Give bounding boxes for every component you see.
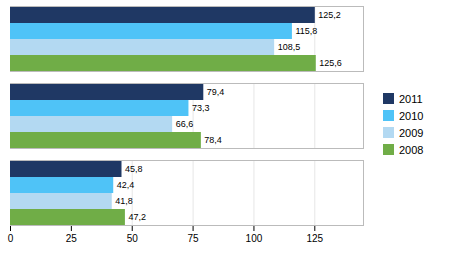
svg-text:47,2: 47,2 [128, 212, 146, 222]
html-text:2008: 2008 [399, 143, 424, 156]
html-text:2010: 2010 [399, 109, 424, 122]
html-text:2011: 2011 [399, 92, 423, 105]
svg-text:79,4: 79,4 [207, 87, 225, 97]
svg-text:45,8: 45,8 [125, 164, 143, 174]
svg-text:25: 25 [66, 233, 78, 244]
svg-text:125: 125 [306, 233, 323, 244]
svg-text:115,8: 115,8 [295, 26, 317, 36]
html-text:2009: 2009 [399, 126, 424, 139]
svg-text:41,8: 41,8 [115, 196, 133, 206]
svg-text:0: 0 [8, 233, 14, 244]
svg-text:125,6: 125,6 [319, 58, 342, 68]
svg-text:50: 50 [127, 233, 139, 244]
svg-text:75: 75 [188, 233, 200, 244]
svg-text:78,4: 78,4 [204, 135, 222, 145]
svg-text:108,5: 108,5 [278, 42, 301, 52]
svg-text:73,3: 73,3 [192, 103, 210, 113]
svg-text:125,2: 125,2 [318, 10, 341, 20]
svg-text:100: 100 [246, 233, 263, 244]
svg-text:42,4: 42,4 [117, 180, 135, 190]
svg-text:66,6: 66,6 [176, 119, 194, 129]
